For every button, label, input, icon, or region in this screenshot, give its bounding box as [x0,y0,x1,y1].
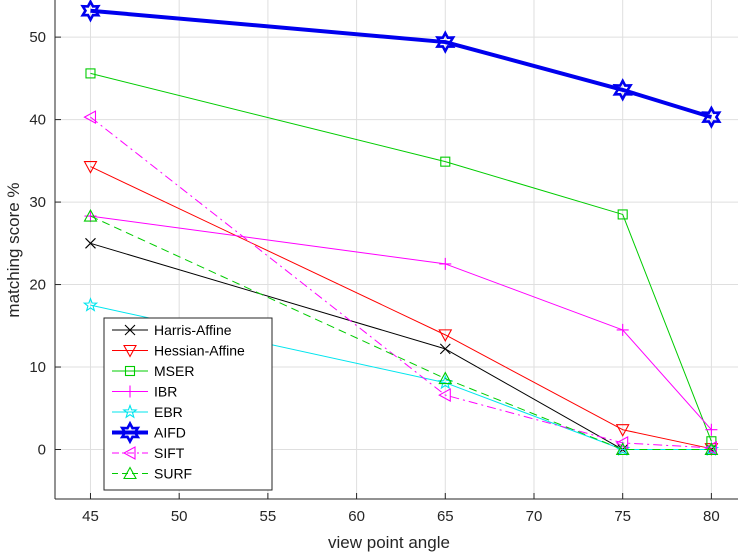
x-tick-label: 55 [260,508,277,525]
data-point-ebr [82,297,99,312]
series-line-ibr [90,215,712,431]
legend-entry-aifd: AIFD [112,420,186,445]
data-point-surf [438,371,453,385]
series-ibr [84,210,718,436]
data-point-harris-affine [439,343,451,355]
legend-entry-ebr: EBR [112,403,183,420]
data-point-hessian-affine [615,424,630,437]
legend-label-mser: MSER [154,363,194,379]
legend-marker-harris-affine [124,324,136,336]
x-axis-title: view point angle [328,533,450,552]
data-point-hessian-affine [83,161,98,174]
y-tick-label: 20 [29,277,46,294]
legend-label-ebr: EBR [154,404,183,420]
series-aifd [80,0,722,129]
series-surf [83,208,719,456]
y-tick-labels: 0 10 20 30 40 50 [29,29,46,458]
y-tick-label: 50 [29,29,46,46]
legend-box [103,317,273,491]
legend-label-sift: SIFT [154,445,185,461]
legend-marker-hessian-affine [123,344,137,358]
data-point-surf [83,208,98,222]
legend-marker-sift [122,446,136,460]
legend-label-surf: SURF [154,466,192,482]
y-tick-label: 40 [29,112,46,129]
series-mser [85,68,717,447]
legend-marker-ibr [124,385,136,398]
x-tick-label: 50 [171,508,188,525]
data-point-aifd [435,30,456,54]
x-tick-label: 75 [614,508,631,525]
legend-label-hessian-affine: Hessian-Affine [154,343,245,359]
legend-entry-mser: MSER [112,363,194,379]
data-point-harris-affine [85,237,96,249]
grid [55,0,738,499]
data-point-ibr [84,210,97,223]
data-point-ibr [705,423,718,436]
data-point-sift [615,435,629,450]
series-line-sift [90,116,712,449]
series-line-surf [90,215,712,451]
data-point-aifd [80,0,101,23]
x-tick-label: 60 [348,508,365,525]
legend-entry-surf: SURF [112,466,192,482]
x-tick-labels: 45 50 55 60 65 70 75 80 [82,508,720,525]
data-point-mser [706,436,717,447]
data-point-mser [440,156,451,167]
series-line-aifd [90,8,712,120]
y-axis-title: matching score % [4,182,23,317]
legend-entry-sift: SIFT [112,445,185,461]
data-point-surf [615,442,630,456]
legend-entry-hessian-affine: Hessian-Affine [112,343,245,359]
legend-marker-mser [124,365,136,377]
legend-label-ibr: IBR [154,384,177,400]
data-point-sift [83,110,97,125]
legend-entry-harris-affine: Harris-Affine [112,322,232,338]
data-point-ibr [616,323,629,336]
series-line-hessian-affine [90,166,712,450]
data-point-aifd [701,105,722,129]
data-point-mser [617,209,628,220]
legend: Harris-Affine Hessian-Affine MSER IBR EBR AIF… [103,317,273,491]
x-tick-label: 65 [437,508,454,525]
data-point-mser [85,68,96,79]
y-tick-label: 0 [38,442,46,459]
series-line-mser [90,72,712,442]
data-point-surf [704,442,719,456]
legend-label-harris-affine: Harris-Affine [154,322,232,338]
legend-marker-aifd [119,420,141,445]
data-point-hessian-affine [438,329,453,343]
data-point-sift [438,388,451,403]
y-tick-label: 10 [29,359,46,376]
legend-label-aifd: AIFD [154,425,186,441]
data-point-ibr [439,257,452,270]
x-tick-label: 70 [526,508,543,525]
axes [54,0,738,500]
legend-marker-ebr [122,403,138,419]
y-tick-label: 30 [29,194,46,211]
x-tick-label: 80 [703,508,720,525]
data-point-aifd [612,78,633,102]
x-tick-label: 45 [82,508,99,525]
legend-entry-ibr: IBR [112,384,177,400]
legend-marker-surf [123,466,137,480]
